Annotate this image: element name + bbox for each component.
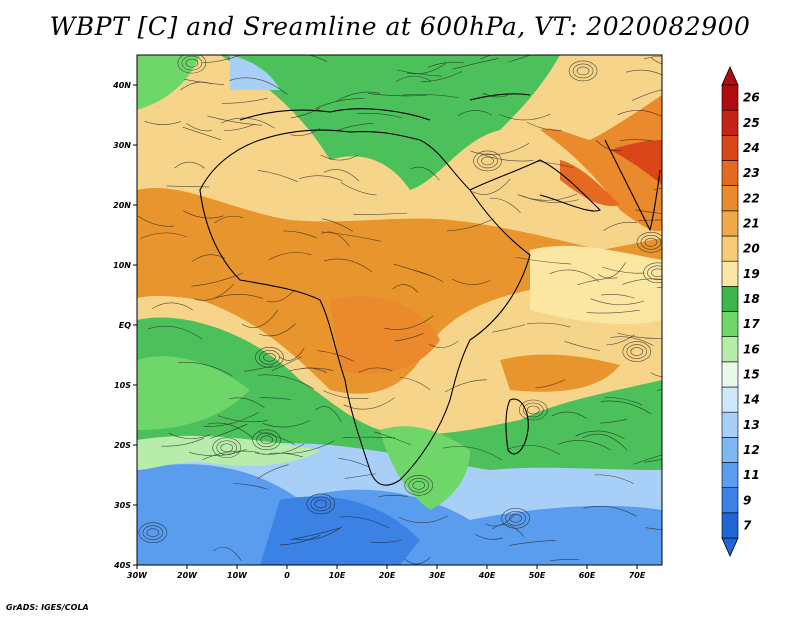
latitude-axis: 40N 30N 20N 10N EQ 10S 20S 30S 40S xyxy=(112,81,137,570)
colorbar-label: 7 xyxy=(743,518,752,532)
colorbar-segment xyxy=(721,462,739,488)
lon-label: 20E xyxy=(379,571,396,580)
lat-label: 20N xyxy=(113,201,131,210)
colorbar-label: 12 xyxy=(743,443,760,457)
colorbar-segment xyxy=(721,210,739,237)
colorbar-segment xyxy=(721,336,739,363)
streamlines xyxy=(137,55,662,565)
colorbar-segment xyxy=(721,487,739,514)
colorbar-segment xyxy=(721,185,739,212)
colorbar-segment xyxy=(721,160,739,186)
wbpt-field xyxy=(137,55,662,565)
colorbar-segment xyxy=(721,361,739,388)
colorbar-label: 17 xyxy=(743,317,760,331)
coastlines xyxy=(199,93,661,486)
colorbar-label: 19 xyxy=(743,267,760,281)
lat-label: 40N xyxy=(112,81,131,90)
colorbar-label: 16 xyxy=(743,342,760,356)
lon-label: 70E xyxy=(629,571,646,580)
lat-label: 20S xyxy=(114,441,131,450)
colorbar-segment xyxy=(721,512,739,539)
colorbar-lower-arrow xyxy=(721,537,739,557)
colorbar: 7 9 11 12 13 14 15 16 17 18 19 20 21 22 23 24 25 26 xyxy=(721,66,760,557)
lat-label: 40S xyxy=(113,561,131,570)
colorbar-upper-arrow xyxy=(721,66,739,86)
colorbar-label: 9 xyxy=(743,493,751,507)
lat-label: 30N xyxy=(113,141,131,150)
colorbar-label: 13 xyxy=(743,418,760,432)
lon-label: 10W xyxy=(227,571,248,580)
colorbar-label: 23 xyxy=(743,166,760,180)
lon-label: 30W xyxy=(127,571,148,580)
colorbar-segment xyxy=(721,260,739,287)
colorbar-segment xyxy=(721,311,739,337)
colorbar-segment xyxy=(721,84,739,111)
map-figure: 40N 30N 20N 10N EQ 10S 20S 30S 40S 30W 20W 10W 0 10E… xyxy=(112,54,760,580)
footer-credit: GrADS: IGES/COLA xyxy=(6,603,89,612)
colorbar-segment xyxy=(721,411,739,438)
lat-label: 30S xyxy=(114,501,131,510)
lat-label: 10S xyxy=(114,381,131,390)
colorbar-label: 20 xyxy=(743,242,760,256)
colorbar-segment xyxy=(721,109,739,136)
map-title: WBPT [C] and Sreamline at 600hPa, VT: 20… xyxy=(49,12,751,41)
lon-label: 0 xyxy=(284,571,290,580)
colorbar-label: 15 xyxy=(743,367,760,381)
lon-label: 40E xyxy=(478,571,496,580)
lon-label: 30E xyxy=(429,571,446,580)
colorbar-label: 21 xyxy=(743,216,760,230)
lat-label: 10N xyxy=(113,261,131,270)
lon-label: 60E xyxy=(579,571,596,580)
colorbar-segment xyxy=(721,437,739,463)
colorbar-label: 14 xyxy=(743,393,760,407)
colorbar-segment xyxy=(721,235,739,262)
lon-label: 50E xyxy=(529,571,546,580)
lon-label: 20W xyxy=(177,571,198,580)
lat-label: EQ xyxy=(119,321,131,330)
colorbar-segment xyxy=(721,135,739,161)
colorbar-segment xyxy=(721,286,739,312)
colorbar-label: 18 xyxy=(743,292,760,306)
longitude-axis: 30W 20W 10W 0 10E 20E 30E 40E 50E 60E 70E xyxy=(127,565,646,580)
colorbar-label: 11 xyxy=(743,468,760,482)
lon-label: 10E xyxy=(329,571,346,580)
colorbar-segment xyxy=(721,386,739,413)
colorbar-label: 22 xyxy=(743,191,760,205)
colorbar-label: 24 xyxy=(743,141,760,155)
colorbar-label: 26 xyxy=(743,91,760,105)
colorbar-label: 25 xyxy=(743,116,760,130)
